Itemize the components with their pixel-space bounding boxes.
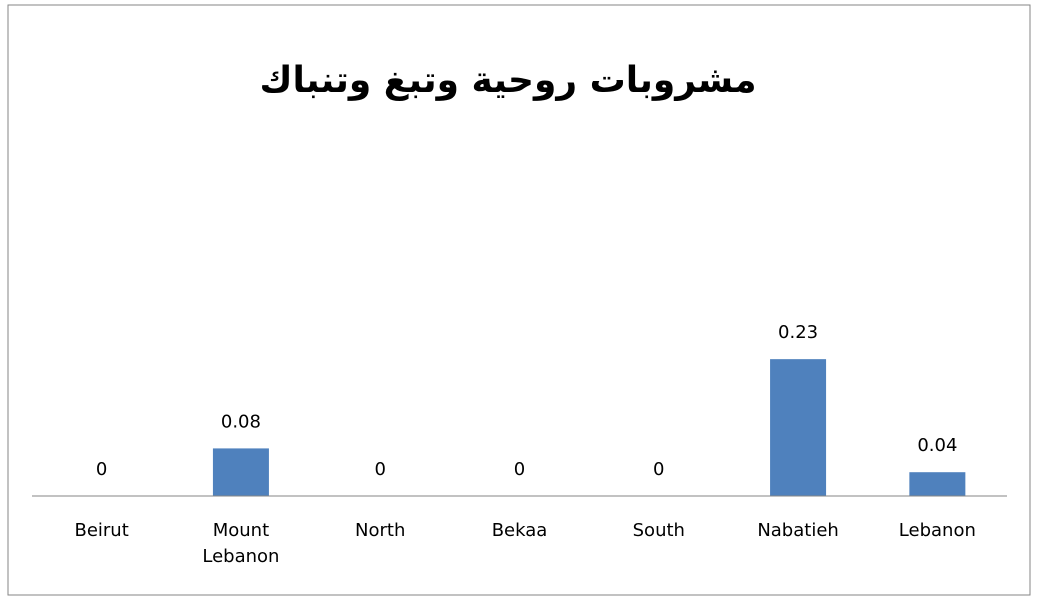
data-label: 0 (96, 459, 107, 480)
bar (770, 359, 827, 496)
x-tick-label: North (355, 520, 406, 541)
x-tick-label: Nabatieh (757, 520, 839, 541)
data-label: 0.08 (221, 411, 261, 432)
data-label: 0 (514, 459, 525, 480)
x-tick-label: South (632, 520, 685, 541)
x-tick-label: Mount Lebanon (202, 520, 280, 567)
data-label: 0.23 (778, 322, 818, 343)
x-tick-label: Lebanon (898, 520, 976, 541)
bar (909, 472, 966, 496)
chart-border (7, 4, 1031, 596)
data-label: 0 (374, 459, 385, 480)
data-label: 0.04 (917, 435, 957, 456)
bar (212, 448, 269, 496)
data-label: 0 (653, 459, 664, 480)
chart-title: مشروبات روحية وتبغ وتنباك (259, 60, 756, 101)
x-tick-label: Bekaa (491, 520, 548, 541)
x-tick-label: Beirut (74, 520, 129, 541)
